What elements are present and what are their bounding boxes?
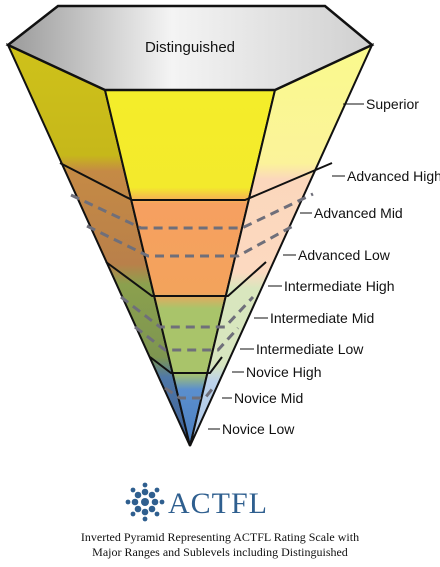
level-labels — [208, 103, 364, 430]
major-range-lines — [59, 162, 333, 374]
level-label-intermediate-high: Intermediate High — [284, 278, 395, 294]
actfl-logo: ACTFL — [125, 482, 268, 522]
caption-line-1: Inverted Pyramid Representing ACTFL Rati… — [80, 530, 360, 544]
level-label-advanced-high: Advanced High — [347, 168, 440, 184]
level-label-advanced-low: Advanced Low — [298, 247, 391, 263]
actfl-flower-icon — [125, 482, 165, 522]
level-label-novice-high: Novice High — [246, 364, 321, 380]
level-label-novice-low: Novice Low — [222, 421, 295, 437]
caption-line-2: Major Ranges and Sublevels including Dis… — [92, 545, 348, 559]
pyramid-top-face — [5, 4, 375, 92]
actfl-logo-text: ACTFL — [168, 487, 268, 520]
sublevel-lines — [70, 192, 314, 400]
level-label-intermediate-mid: Intermediate Mid — [270, 310, 374, 326]
level-label-intermediate-low: Intermediate Low — [256, 341, 364, 357]
level-label-advanced-mid: Advanced Mid — [314, 205, 403, 221]
distinguished-label: Distinguished — [145, 39, 235, 56]
level-label-novice-mid: Novice Mid — [234, 390, 303, 406]
level-label-superior: Superior — [366, 96, 419, 112]
